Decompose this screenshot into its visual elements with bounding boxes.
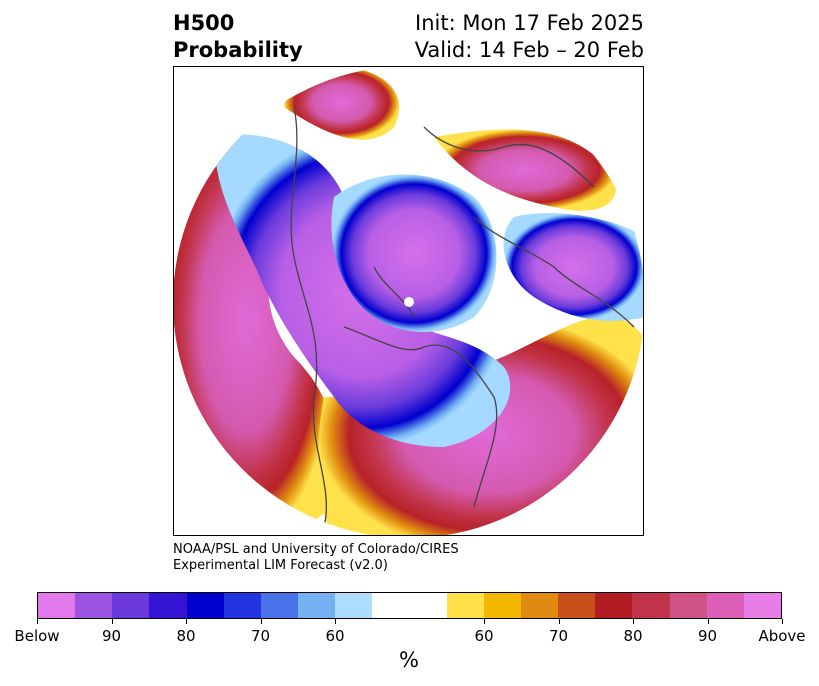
init-date: Init: Mon 17 Feb 2025 (415, 11, 644, 35)
colorbar-segment (632, 593, 670, 618)
below-lobe-east (503, 213, 643, 321)
colorbar-tick-label: 60 (325, 627, 345, 645)
colorbar-tick-mark (782, 619, 783, 624)
colorbar-segment (372, 593, 447, 618)
colorbar-segment (595, 593, 633, 618)
map-title: H500 Probability (173, 10, 303, 64)
colorbar-tick-label: 90 (697, 627, 718, 645)
colorbar-segment (669, 593, 707, 618)
colorbar-segment (298, 593, 336, 618)
colorbar-tick-mark (186, 619, 187, 624)
colorbar (37, 592, 782, 619)
above-lobe-siberia (434, 129, 616, 211)
colorbar-tick-label: 80 (176, 627, 196, 645)
pole-marker (404, 297, 414, 307)
colorbar-segment (38, 593, 76, 618)
colorbar-segment (706, 593, 744, 618)
probability-field (174, 67, 643, 535)
colorbar-tick-mark (335, 619, 336, 624)
colorbar-tick-label: Below (14, 627, 60, 645)
colorbar-segment (521, 593, 559, 618)
colorbar-tick-mark (633, 619, 634, 624)
colorbar-tick-mark (260, 619, 262, 624)
colorbar-tick-mark (558, 619, 560, 624)
colorbar-tick-label: 60 (474, 627, 494, 645)
colorbar-segment (483, 593, 522, 618)
colorbar-tick-label: 80 (623, 627, 643, 645)
colorbar-unit-label: % (399, 648, 419, 672)
colorbar-segment (223, 593, 261, 618)
colorbar-segment (260, 593, 299, 618)
title-line2: Probability (173, 38, 303, 62)
colorbar-segment (75, 593, 113, 618)
credit-line2: Experimental LIM Forecast (v2.0) (173, 558, 388, 573)
coastlines (290, 106, 635, 528)
polar-map (174, 67, 643, 535)
colorbar-segment (743, 593, 782, 618)
colorbar-tick-mark (111, 619, 113, 624)
colorbar-tick-label: 90 (101, 627, 122, 645)
colorbar-segment (335, 593, 373, 618)
colorbar-segment (446, 593, 484, 618)
colorbar-tick-label: 70 (548, 627, 569, 645)
colorbar-segment (149, 593, 187, 618)
colorbar-segment (112, 593, 150, 618)
credit: NOAA/PSL and University of Colorado/CIRE… (173, 542, 459, 574)
polar-map-frame (173, 66, 644, 536)
colorbar-segment (558, 593, 596, 618)
colorbar-tick-mark (484, 619, 485, 624)
colorbar-tick-label: Above (758, 627, 806, 645)
colorbar-tick-label: 70 (250, 627, 271, 645)
forecast-dates: Init: Mon 17 Feb 2025 Valid: 14 Feb – 20… (415, 10, 644, 64)
credit-line1: NOAA/PSL and University of Colorado/CIRE… (173, 542, 459, 557)
colorbar-segment (186, 593, 224, 618)
title-line1: H500 (173, 11, 235, 35)
colorbar-tick-mark (707, 619, 709, 624)
valid-range: Valid: 14 Feb – 20 Feb (414, 38, 644, 62)
colorbar-tick-mark (37, 619, 38, 624)
below-lobe-arctic-core (331, 174, 497, 332)
